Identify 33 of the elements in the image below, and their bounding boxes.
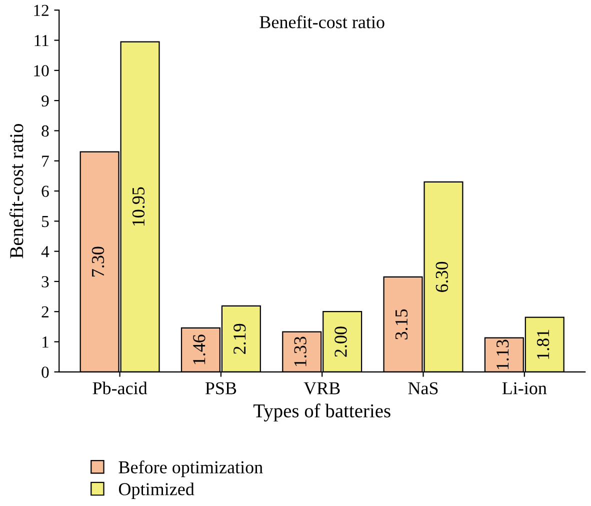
data-label: 1.81: [536, 330, 550, 359]
data-label: 2.19: [234, 324, 246, 354]
chart-title: Benefit-cost ratio: [260, 15, 384, 28]
y-tick-label: 11: [34, 35, 48, 46]
data-label: 7.30: [92, 246, 104, 276]
x-tick-label: Li-ion: [502, 382, 547, 394]
y-tick-label: 6: [42, 186, 49, 197]
y-tick-label: 0: [42, 366, 49, 378]
y-tick-label: 2: [42, 306, 48, 318]
y-tick-label: 4: [41, 246, 50, 258]
y-tick-label: 8: [42, 125, 49, 137]
y-tick-label: 10: [34, 65, 49, 76]
x-tick-label: Pb-acid: [92, 382, 148, 394]
data-label: 6.30: [436, 262, 448, 292]
y-tick-label: 12: [34, 4, 48, 16]
legend-label: Optimized: [118, 482, 194, 499]
data-label: 10.95: [132, 187, 145, 226]
data-label: 1.33: [294, 336, 306, 366]
y-tick-label: 5: [42, 216, 49, 228]
y-tick-label: 1: [42, 336, 48, 348]
data-label: 3.15: [395, 309, 408, 340]
data-label: 1.46: [193, 334, 206, 364]
legend-label: Before optimization: [118, 460, 263, 478]
y-tick-label: 3: [42, 276, 49, 288]
x-tick-label: NaS: [408, 382, 438, 394]
y-axis-title: Benefit-cost ratio: [9, 124, 24, 258]
x-tick-label: PSB: [205, 382, 236, 394]
data-label: 2.00: [334, 326, 347, 357]
x-axis-title: Types of batteries: [253, 404, 390, 422]
y-tick-label: 7: [42, 156, 49, 167]
data-label: 1.13: [496, 340, 509, 370]
y-tick-label: 9: [42, 95, 49, 107]
x-tick-label: VRB: [304, 382, 340, 394]
